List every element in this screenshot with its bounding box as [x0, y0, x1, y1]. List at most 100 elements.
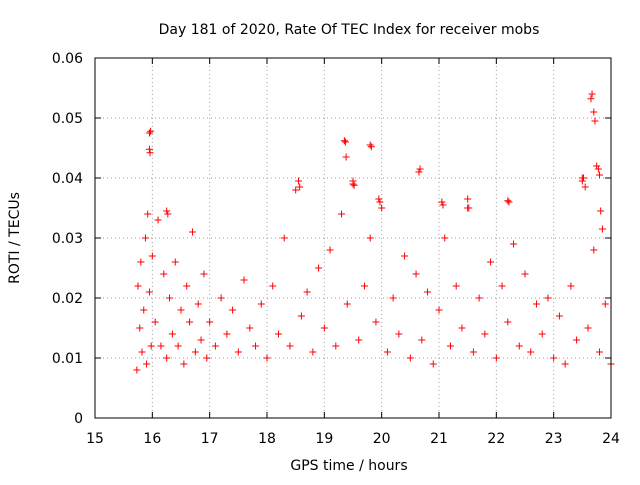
data-point	[180, 360, 188, 368]
data-point	[550, 354, 558, 362]
data-point	[133, 366, 141, 374]
data-point	[587, 95, 595, 103]
data-point	[280, 234, 288, 242]
data-point	[154, 216, 162, 224]
data-point	[257, 300, 265, 308]
data-point	[303, 288, 311, 296]
data-point	[263, 354, 271, 362]
x-axis-label: GPS time / hours	[290, 458, 407, 474]
data-point	[573, 336, 581, 344]
data-point	[141, 234, 149, 242]
data-point	[223, 330, 231, 338]
data-point	[532, 300, 540, 308]
data-point	[590, 108, 598, 116]
data-point	[240, 276, 248, 284]
data-point	[383, 348, 391, 356]
data-point	[274, 330, 282, 338]
data-point	[504, 318, 512, 326]
data-point	[151, 318, 159, 326]
data-point	[412, 270, 420, 278]
data-point	[505, 198, 513, 206]
y-tick-label: 0.05	[52, 111, 83, 127]
data-point	[194, 300, 202, 308]
data-point	[197, 336, 205, 344]
data-point	[297, 312, 305, 320]
data-point	[340, 137, 348, 145]
data-point	[143, 360, 151, 368]
data-point	[343, 300, 351, 308]
data-point	[567, 282, 575, 290]
data-point	[145, 145, 153, 153]
data-point	[458, 324, 466, 332]
y-tick-label: 0.01	[52, 351, 83, 367]
data-point	[211, 342, 219, 350]
axis-ticks: 15 16 17 18 19 20 21 22 23 24 0 0.01 0.02 0.03 0.04 0.0…	[52, 51, 620, 447]
data-points	[133, 90, 615, 374]
plot-frame	[94, 57, 612, 419]
data-point	[234, 348, 242, 356]
data-point	[424, 288, 432, 296]
data-point	[487, 258, 495, 266]
data-point	[147, 127, 155, 135]
data-point	[145, 129, 153, 137]
x-tick-label: 20	[373, 431, 391, 447]
data-point	[578, 177, 586, 185]
y-tick-label: 0.02	[52, 291, 83, 307]
data-point	[315, 264, 323, 272]
data-point	[588, 90, 596, 98]
x-tick-label: 16	[143, 431, 161, 447]
data-point	[229, 306, 237, 314]
data-point	[203, 354, 211, 362]
data-point	[160, 270, 168, 278]
data-point	[332, 342, 340, 350]
x-tick-label: 23	[545, 431, 563, 447]
data-point	[137, 258, 145, 266]
data-point	[561, 360, 569, 368]
data-point	[555, 312, 563, 320]
data-point	[441, 234, 449, 242]
data-point	[326, 246, 334, 254]
data-point	[601, 300, 609, 308]
y-tick-label: 0	[74, 411, 83, 427]
data-point	[584, 324, 592, 332]
data-point	[146, 149, 154, 157]
data-point	[269, 282, 277, 290]
grid-lines	[95, 58, 611, 418]
data-point	[366, 141, 374, 149]
data-point	[415, 168, 423, 176]
data-point	[157, 342, 165, 350]
data-point	[355, 336, 363, 344]
data-point	[376, 198, 384, 206]
data-point	[186, 318, 194, 326]
data-point	[286, 342, 294, 350]
data-point	[349, 177, 357, 185]
data-point	[498, 282, 506, 290]
data-point	[145, 288, 153, 296]
x-tick-label: 22	[487, 431, 505, 447]
data-point	[372, 318, 380, 326]
data-point	[309, 348, 317, 356]
x-tick-label: 18	[258, 431, 276, 447]
data-point	[295, 177, 303, 185]
data-point	[591, 117, 599, 125]
data-point	[464, 195, 472, 203]
x-tick-label: 24	[602, 431, 620, 447]
x-tick-label: 21	[430, 431, 448, 447]
data-point	[492, 354, 500, 362]
y-tick-label: 0.04	[52, 171, 83, 187]
data-point	[136, 324, 144, 332]
data-point	[200, 270, 208, 278]
data-point	[164, 210, 172, 218]
data-point	[191, 348, 199, 356]
data-point	[527, 348, 535, 356]
data-point	[581, 183, 589, 191]
data-point	[446, 342, 454, 350]
data-point	[375, 195, 383, 203]
y-tick-label: 0.06	[52, 51, 83, 67]
data-point	[342, 138, 350, 146]
data-point	[598, 225, 606, 233]
data-point	[177, 306, 185, 314]
data-point	[515, 342, 523, 350]
data-point	[144, 210, 152, 218]
